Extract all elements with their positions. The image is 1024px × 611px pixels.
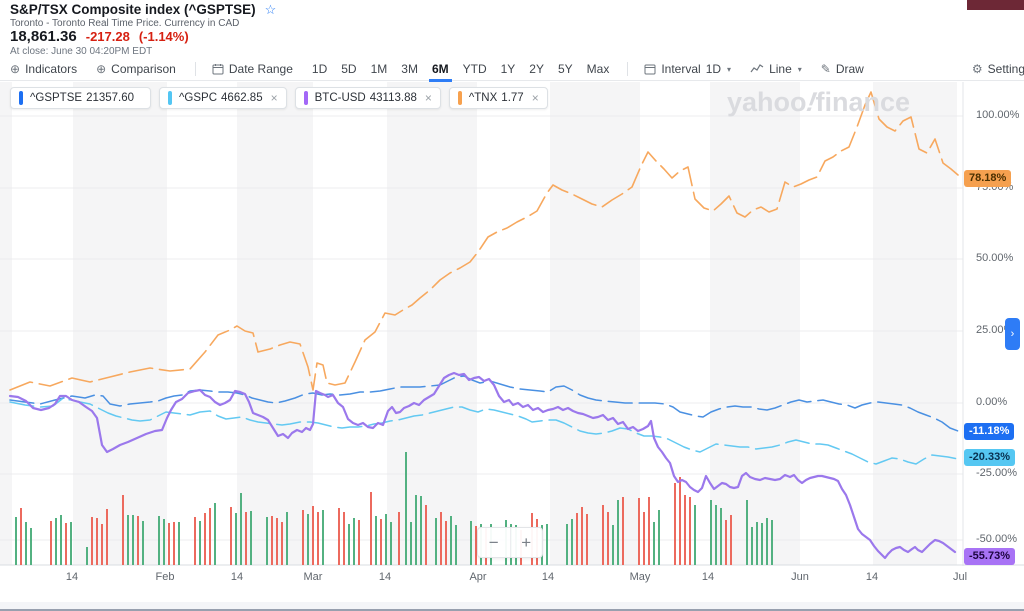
close-icon[interactable]: × bbox=[270, 91, 278, 105]
price-change-percent: (-1.14%) bbox=[138, 29, 189, 44]
y-axis-label: 0.00% bbox=[976, 396, 1008, 408]
plus-circle-icon: ⊕ bbox=[10, 62, 21, 76]
range-5y[interactable]: 5Y bbox=[557, 62, 573, 76]
close-icon[interactable]: × bbox=[424, 91, 432, 105]
tag-symbol: ^GSPC bbox=[179, 92, 218, 104]
draw-label: Draw bbox=[835, 62, 864, 76]
indicators-button[interactable]: ⊕ Indicators bbox=[10, 62, 77, 76]
price-badge-gsptse: -11.18% bbox=[964, 423, 1015, 440]
yahoo-finance-watermark: yahoo!finance bbox=[727, 87, 911, 117]
x-axis-label: Jun bbox=[791, 571, 809, 583]
pencil-icon: ✎ bbox=[820, 62, 831, 76]
zoom-out-button[interactable]: − bbox=[478, 528, 510, 557]
y-axis-label: 50.00% bbox=[976, 252, 1014, 264]
chevron-down-icon: ▾ bbox=[797, 64, 802, 74]
x-axis-label: 14 bbox=[541, 571, 555, 583]
y-axis-label: -25.00% bbox=[976, 467, 1017, 479]
tag-tnx[interactable]: ^TNX 1.77 × bbox=[448, 87, 548, 109]
x-axis-label: 14 bbox=[230, 571, 244, 583]
tag-symbol: ^GSPTSE bbox=[30, 92, 83, 104]
tag-color-bar bbox=[19, 91, 23, 105]
x-axis-label: Mar bbox=[303, 571, 323, 583]
x-axis-label: May bbox=[629, 571, 651, 583]
footer-bar bbox=[0, 602, 1024, 611]
settings-label: Settings bbox=[987, 62, 1024, 76]
calendar-icon bbox=[212, 63, 224, 75]
line-type-label: Line bbox=[769, 62, 792, 76]
line-chart-icon bbox=[750, 63, 764, 75]
page-title: S&P/TSX Composite index (^GSPTSE) ☆ bbox=[10, 2, 276, 18]
tag-value: 43113.88 bbox=[369, 92, 417, 104]
y-axis-label: 100.00% bbox=[976, 109, 1020, 121]
price-row: 18,861.36 -217.28 (-1.14%) bbox=[10, 28, 189, 45]
gear-icon: ⚙ bbox=[971, 62, 983, 76]
settings-button[interactable]: ⚙ Settings bbox=[972, 62, 1024, 76]
tag-value: 21357.60 bbox=[86, 92, 135, 104]
price-badge-tnx: 78.18% bbox=[964, 170, 1012, 187]
x-axis-label: Feb bbox=[155, 571, 175, 583]
range-2y[interactable]: 2Y bbox=[529, 62, 544, 76]
price-badge-gspc: -20.33% bbox=[964, 449, 1015, 466]
draw-button[interactable]: ✎ Draw bbox=[821, 62, 864, 76]
zoom-in-button[interactable]: + bbox=[509, 528, 543, 557]
exchange-subtitle: Toronto - Toronto Real Time Price. Curre… bbox=[10, 18, 240, 29]
top-right-red-banner bbox=[967, 0, 1024, 10]
toolbar-divider bbox=[194, 62, 196, 76]
range-1m[interactable]: 1M bbox=[370, 62, 388, 76]
range-max[interactable]: Max bbox=[586, 62, 610, 76]
close-icon[interactable]: × bbox=[531, 91, 539, 105]
expand-panel-button[interactable]: › bbox=[1005, 318, 1020, 350]
x-axis-label: 14 bbox=[701, 571, 715, 583]
tag-btc-usd[interactable]: BTC-USD 43113.88 × bbox=[294, 87, 441, 109]
chart-area: yahoo!finance ^GSPTSE 21357.60 ^GSPC 466… bbox=[0, 80, 1024, 602]
y-axis-label: -50.00% bbox=[976, 533, 1017, 545]
tag-value: 1.77 bbox=[501, 92, 524, 104]
tag-symbol: BTC-USD bbox=[314, 92, 366, 104]
interval-value: 1D bbox=[705, 62, 722, 76]
date-range-button[interactable]: Date Range bbox=[212, 62, 293, 76]
at-close-text: At close: June 30 04:20PM EDT bbox=[10, 46, 153, 57]
tag-color-bar bbox=[168, 91, 173, 105]
price-change: -217.28 bbox=[85, 29, 130, 44]
x-axis-label: 14 bbox=[65, 571, 79, 583]
comparison-tags: ^GSPTSE 21357.60 ^GSPC 4662.85 × BTC-USD… bbox=[10, 87, 548, 109]
range-5d[interactable]: 5D bbox=[341, 62, 357, 76]
date-range-label: Date Range bbox=[228, 62, 293, 76]
range-ytd[interactable]: YTD bbox=[462, 62, 487, 76]
x-axis-label: Jul bbox=[952, 571, 968, 583]
symbol-title-text: S&P/TSX Composite index (^GSPTSE) bbox=[10, 2, 256, 17]
toolbar-divider bbox=[627, 62, 629, 76]
comparison-button[interactable]: ⊕ Comparison bbox=[96, 62, 176, 76]
price-badge-btcusd: -55.73% bbox=[964, 548, 1015, 565]
comparison-label: Comparison bbox=[111, 62, 176, 76]
interval-dropdown[interactable]: Interval 1D ▾ bbox=[644, 62, 731, 76]
range-1d[interactable]: 1D bbox=[311, 62, 328, 76]
watchlist-star-icon[interactable]: ☆ bbox=[264, 2, 277, 17]
zoom-controls: − + bbox=[477, 527, 543, 558]
tag-value: 4662.85 bbox=[221, 92, 263, 104]
chevron-right-icon: › bbox=[1010, 328, 1015, 340]
tag-symbol: ^TNX bbox=[468, 92, 498, 104]
tag-color-bar bbox=[303, 91, 308, 105]
range-1y[interactable]: 1Y bbox=[500, 62, 516, 76]
plus-circle-icon: ⊕ bbox=[96, 62, 107, 76]
x-axis-label: 14 bbox=[378, 571, 392, 583]
last-price: 18,861.36 bbox=[10, 28, 77, 45]
chevron-down-icon: ▾ bbox=[727, 64, 732, 74]
line-type-dropdown[interactable]: Line ▾ bbox=[750, 62, 802, 76]
chart-canvas[interactable] bbox=[0, 80, 1024, 602]
range-6m-active[interactable]: 6M bbox=[428, 62, 452, 82]
chart-toolbar: ⊕ Indicators ⊕ Comparison Date Range 1D … bbox=[0, 58, 1024, 82]
tag-gsptse[interactable]: ^GSPTSE 21357.60 bbox=[10, 87, 152, 109]
y-axis-label: 25.00% bbox=[976, 324, 1014, 336]
tag-gspc[interactable]: ^GSPC 4662.85 × bbox=[159, 87, 287, 109]
interval-label: Interval bbox=[661, 62, 701, 76]
indicators-label: Indicators bbox=[25, 62, 78, 76]
x-axis-label: Apr bbox=[469, 571, 487, 583]
range-3m[interactable]: 3M bbox=[401, 62, 418, 76]
interval-icon bbox=[644, 63, 656, 75]
x-axis-label: 14 bbox=[865, 571, 879, 583]
tag-color-bar bbox=[457, 91, 462, 105]
